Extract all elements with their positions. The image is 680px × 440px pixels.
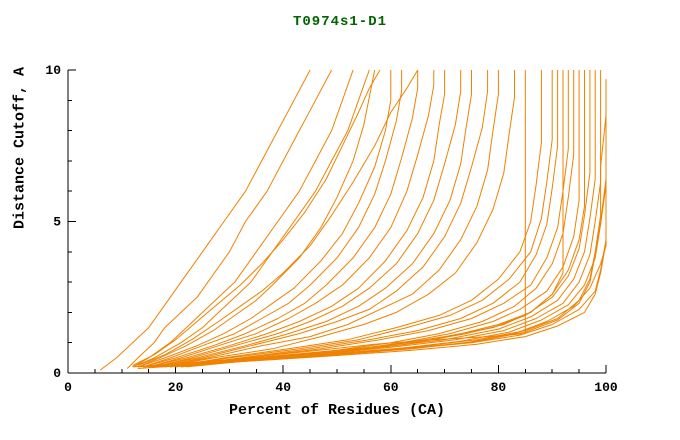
model-curve (175, 70, 559, 368)
model-curve (148, 203, 607, 368)
model-curve (137, 69, 376, 368)
model-curve (153, 70, 462, 368)
model-curve (132, 70, 596, 368)
x-tick-label: 0 (64, 380, 72, 395)
model-curve (148, 85, 607, 368)
model-curve (132, 69, 381, 366)
model-curve (137, 242, 607, 369)
model-curve (137, 70, 591, 368)
model-curve (99, 69, 311, 371)
x-tick-label: 20 (168, 380, 184, 395)
model-curve (148, 70, 435, 368)
model-curve (175, 70, 569, 368)
model-curve (154, 91, 607, 368)
chart-title: T0974s1-D1 (292, 14, 387, 30)
y-tick-label: 5 (53, 215, 61, 230)
model-curve (170, 70, 542, 368)
x-axis-label: Percent of Residues (CA) (228, 402, 446, 419)
model-curve (180, 70, 580, 368)
model-curve (159, 70, 489, 368)
model-curve (153, 70, 472, 368)
y-tick-label: 0 (53, 366, 61, 381)
model-curve (137, 70, 392, 368)
x-tick-label: 80 (491, 380, 507, 395)
x-tick-label: 40 (275, 380, 291, 395)
model-curve (159, 82, 607, 368)
x-tick-label: 100 (594, 380, 618, 395)
model-curve (180, 70, 575, 368)
model-curve (143, 70, 602, 368)
model-curve (164, 70, 515, 368)
model-curve (143, 79, 607, 368)
y-tick-label: 10 (45, 63, 61, 78)
model-curve (159, 70, 499, 368)
model-curve (170, 70, 553, 368)
model-curve (143, 70, 403, 368)
model-curve (126, 69, 333, 369)
model-curve (143, 70, 419, 368)
x-tick-label: 60 (383, 380, 399, 395)
model-curve (148, 70, 446, 368)
model-curve (137, 69, 419, 366)
model-curve (132, 69, 370, 368)
model-curve (170, 70, 564, 368)
model-curve (132, 69, 354, 368)
